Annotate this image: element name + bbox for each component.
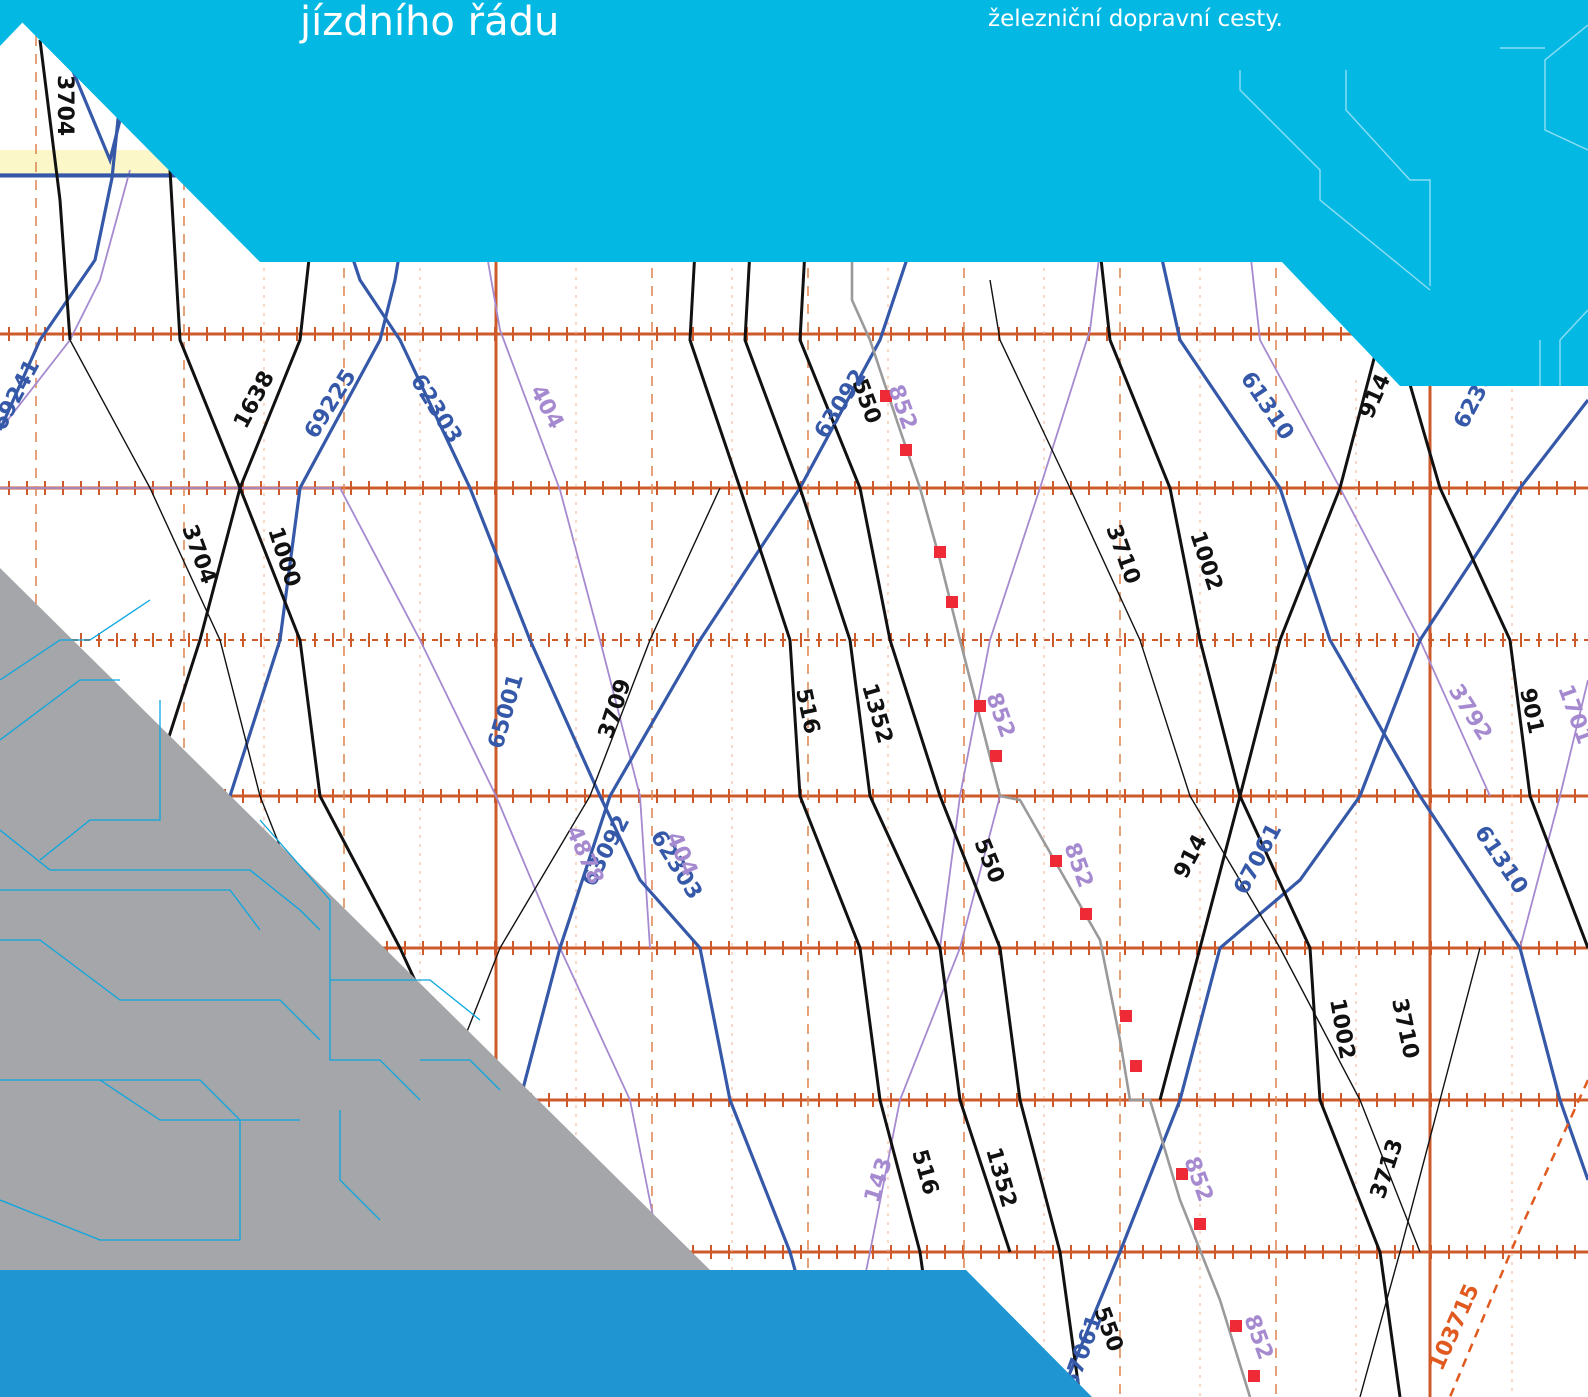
train-label: 3710 — [1386, 996, 1423, 1061]
train-label: 550 — [968, 835, 1008, 887]
train-label: 3704 — [52, 75, 77, 136]
train-label: 1638 — [229, 367, 280, 433]
circuit-decoration-top — [1239, 24, 1588, 386]
train-label: 67061 — [1229, 819, 1287, 898]
train-label: 852 — [1238, 1312, 1277, 1364]
train-label: 852 — [1058, 840, 1097, 892]
train-label: 103715 — [1425, 1280, 1485, 1374]
train-line-103715 — [1448, 1079, 1588, 1397]
train-label: 852 — [882, 382, 921, 434]
train-label: 65001 — [484, 671, 529, 751]
train-label: 914 — [1169, 831, 1213, 883]
grey-panel — [0, 568, 710, 1270]
train-label: 3713 — [1366, 1136, 1409, 1202]
train-label: 1701 — [1552, 682, 1588, 748]
train-lines-black — [38, 39, 1588, 1397]
page-title: jízdního řádu — [300, 0, 560, 45]
train-label: 3704 — [176, 522, 220, 588]
train-label: 404 — [525, 381, 569, 433]
train-label: 852 — [980, 690, 1019, 742]
train-label: 62303 — [405, 370, 467, 448]
train-label: 901 — [1514, 686, 1548, 736]
train-label: 1002 — [1324, 997, 1359, 1062]
train-label: 914 — [1355, 370, 1397, 422]
train-label: 1002 — [1184, 528, 1227, 594]
train-lines-black-thin — [69, 279, 1481, 1397]
circuit-decoration-grey — [0, 599, 501, 1241]
train-label: 143 — [860, 1154, 898, 1205]
header-band — [0, 0, 1588, 386]
train-label: 3709 — [594, 676, 637, 742]
page-subtitle: železniční dopravní cesty. — [988, 6, 1283, 32]
red-markers — [880, 390, 1260, 1382]
train-label: 3710 — [1100, 522, 1144, 588]
train-label: 3792 — [1443, 680, 1497, 745]
train-label: 516 — [906, 1147, 943, 1198]
footer-band — [0, 1270, 1092, 1397]
train-label: 69241 — [0, 355, 45, 434]
